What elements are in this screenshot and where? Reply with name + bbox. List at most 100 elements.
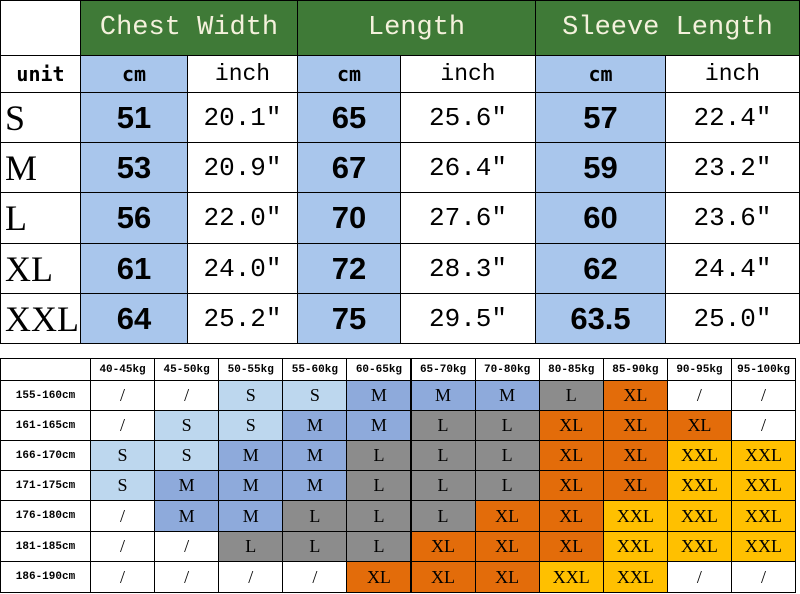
weight-header: 90-95kg — [666, 358, 732, 381]
fit-cell: XL — [602, 440, 668, 471]
measure-cell: 24.4" — [665, 243, 800, 294]
fit-cell: L — [410, 410, 476, 441]
group-header: Length — [297, 0, 536, 56]
fit-cell: L — [474, 440, 540, 471]
measure-cell: 22.4" — [665, 92, 800, 143]
fit-cell: M — [474, 380, 540, 411]
fit-cell: S — [218, 410, 284, 441]
fit-cell: / — [154, 380, 220, 411]
fit-cell: S — [90, 470, 156, 501]
size-label: L — [0, 192, 81, 244]
fit-cell: / — [731, 561, 797, 593]
fit-cell: XL — [474, 500, 540, 532]
weight-header: 70-80kg — [474, 358, 540, 381]
height-label: 171-175cm — [0, 470, 91, 501]
fit-cell: / — [90, 531, 156, 562]
measure-cell: 64 — [80, 293, 188, 344]
fit-cell: L — [346, 531, 412, 562]
corner-cell — [0, 358, 91, 381]
fit-cell: M — [282, 440, 348, 471]
fit-cell: S — [154, 440, 220, 471]
fit-cell: / — [218, 561, 284, 593]
measure-cell: 20.1" — [187, 92, 298, 143]
size-label: M — [0, 142, 81, 193]
fit-cell: XXL — [602, 561, 668, 593]
unit-header: cm — [80, 55, 188, 93]
height-label: 166-170cm — [0, 440, 91, 471]
fit-cell: L — [346, 500, 412, 532]
measure-cell: 59 — [535, 142, 666, 193]
fit-cell: XXL — [602, 531, 668, 562]
fit-cell: M — [282, 410, 348, 441]
fit-cell: / — [282, 561, 348, 593]
measure-cell: 60 — [535, 192, 666, 244]
fit-cell: / — [731, 410, 797, 441]
weight-header: 55-60kg — [282, 358, 348, 381]
fit-cell: S — [154, 410, 220, 441]
measure-cell: 62 — [535, 243, 666, 294]
fit-cell: XL — [666, 410, 732, 441]
fit-cell: L — [410, 500, 476, 532]
unit-header: inch — [400, 55, 536, 93]
weight-header: 65-70kg — [410, 358, 476, 381]
measure-cell: 28.3" — [400, 243, 536, 294]
fit-cell: XXL — [731, 500, 797, 532]
height-label: 155-160cm — [0, 380, 91, 411]
group-header: Sleeve Length — [535, 0, 800, 56]
fit-cell: / — [154, 561, 220, 593]
fit-cell: M — [346, 410, 412, 441]
unit-header: cm — [535, 55, 666, 93]
fit-cell: M — [282, 470, 348, 501]
fit-cell: XXL — [666, 470, 732, 501]
fit-cell: S — [218, 380, 284, 411]
unit-header: cm — [297, 55, 401, 93]
fit-cell: L — [474, 470, 540, 501]
fit-cell: S — [282, 380, 348, 411]
weight-header: 45-50kg — [154, 358, 220, 381]
weight-header: 40-45kg — [90, 358, 156, 381]
fit-cell: M — [154, 470, 220, 501]
unit-header: unit — [0, 55, 81, 93]
fit-cell: / — [731, 380, 797, 411]
fit-cell: XL — [346, 561, 412, 593]
weight-header: 95-100kg — [731, 358, 797, 381]
group-header: Chest Width — [80, 0, 298, 56]
fit-cell: XL — [602, 410, 668, 441]
fit-cell: / — [90, 561, 156, 593]
fit-cell: M — [154, 500, 220, 532]
fit-cell: XXL — [666, 500, 732, 532]
measure-cell: 70 — [297, 192, 401, 244]
measure-cell: 22.0" — [187, 192, 298, 244]
size-label: S — [0, 92, 81, 143]
fit-cell: L — [282, 531, 348, 562]
fit-cell: / — [90, 380, 156, 411]
unit-header: inch — [665, 55, 800, 93]
measure-cell: 57 — [535, 92, 666, 143]
unit-header: inch — [187, 55, 298, 93]
fit-cell: XXL — [666, 440, 732, 471]
fit-cell: / — [90, 500, 156, 532]
fit-cell: / — [90, 410, 156, 441]
measure-cell: 20.9" — [187, 142, 298, 193]
height-label: 176-180cm — [0, 500, 91, 532]
size-label: XL — [0, 243, 81, 294]
fit-cell: XL — [474, 561, 540, 593]
fit-cell: XXL — [731, 470, 797, 501]
fit-cell: XL — [602, 380, 668, 411]
fit-cell: XXL — [666, 531, 732, 562]
fit-cell: XXL — [731, 531, 797, 562]
fit-cell: L — [346, 440, 412, 471]
measure-cell: 24.0" — [187, 243, 298, 294]
fit-cell: XL — [538, 410, 604, 441]
measure-cell: 25.2" — [187, 293, 298, 344]
weight-header: 85-90kg — [602, 358, 668, 381]
measure-cell: 27.6" — [400, 192, 536, 244]
fit-cell: / — [666, 561, 732, 593]
measure-cell: 65 — [297, 92, 401, 143]
fit-cell: / — [666, 380, 732, 411]
fit-cell: XL — [410, 561, 476, 593]
fit-cell: M — [218, 440, 284, 471]
fit-cell: XL — [474, 531, 540, 562]
corner-cell — [0, 0, 81, 56]
